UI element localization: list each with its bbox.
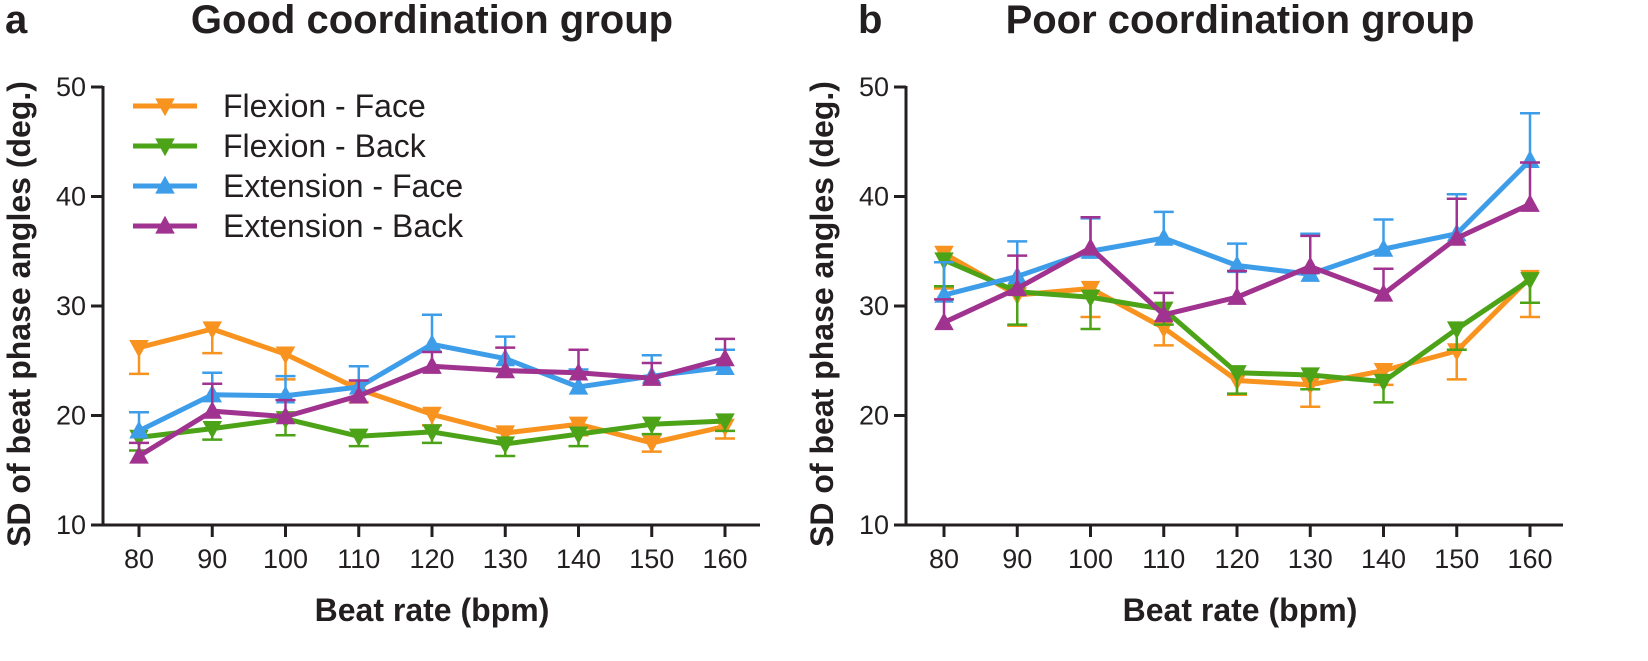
x-tick-label: 150 [1434, 544, 1479, 574]
y-tick-label: 50 [859, 72, 889, 102]
data-point-marker [129, 339, 149, 358]
data-point-marker [1007, 278, 1028, 297]
x-tick-label: 110 [337, 544, 380, 574]
x-tick-label: 80 [929, 544, 959, 574]
data-point-marker [1520, 193, 1540, 212]
legend-label: Extension - Face [223, 168, 463, 204]
legend-label: Flexion - Back [223, 128, 427, 164]
y-tick-label: 20 [56, 401, 86, 431]
data-point-marker [422, 424, 442, 443]
x-axis-label: Beat rate (bpm) [1123, 592, 1358, 628]
data-point-marker [129, 445, 149, 464]
data-point-marker [641, 435, 662, 454]
x-tick-label: 120 [409, 544, 454, 574]
data-point-marker [1520, 272, 1540, 290]
x-tick-label: 130 [1288, 544, 1333, 574]
data-point-marker [202, 400, 223, 419]
data-point-marker [1446, 227, 1467, 246]
series-flexion-back [934, 252, 1540, 404]
panel-title: Good coordination group [191, 0, 673, 42]
legend-label: Flexion - Face [223, 88, 426, 124]
data-point-marker [641, 416, 662, 435]
y-tick-label: 20 [859, 401, 889, 431]
data-point-marker [1300, 367, 1321, 386]
data-point-marker [568, 426, 589, 445]
legend-marker [155, 98, 175, 117]
data-point-marker [422, 356, 442, 374]
data-point-marker [715, 348, 735, 367]
data-point-marker [202, 420, 223, 439]
x-tick-label: 160 [1507, 544, 1552, 574]
data-point-marker [568, 362, 589, 381]
x-tick-label: 130 [483, 544, 528, 574]
data-point-marker [1446, 321, 1467, 340]
data-point-marker [1373, 362, 1394, 381]
data-point-marker [1300, 256, 1321, 275]
y-axis-label: SD of beat phase angles (deg.) [1, 81, 37, 547]
series-flexion-back [129, 411, 735, 458]
data-point-marker [1373, 283, 1394, 302]
data-point-marker [348, 428, 369, 447]
data-point-marker [495, 436, 516, 455]
data-point-marker [348, 385, 369, 404]
x-tick-label: 80 [124, 544, 154, 574]
x-tick-label: 160 [702, 544, 747, 574]
series-extension-back [934, 161, 1540, 331]
chart-panel-b: b Poor coordination group 10 20 30 40 50 80 90 10… [804, 0, 1563, 628]
data-point-marker [1227, 255, 1247, 274]
y-tick-label: 30 [859, 291, 889, 321]
x-tick-label: 110 [1142, 544, 1185, 574]
legend-label: Extension - Back [223, 208, 464, 244]
y-tick-label: 10 [859, 510, 889, 540]
data-point-marker [422, 406, 442, 425]
data-point-marker [275, 346, 296, 365]
data-point-marker [202, 321, 223, 340]
data-point-marker [568, 416, 589, 435]
data-point-marker [934, 312, 954, 331]
x-axis-label: Beat rate (bpm) [315, 592, 550, 628]
data-point-marker [568, 376, 589, 395]
data-point-marker [1373, 238, 1394, 257]
data-point-marker [715, 413, 735, 432]
x-tick-label: 100 [1068, 544, 1113, 574]
chart-panel-a: a Good coordination group 10 20 30 40 50 80 90 10… [1, 0, 760, 628]
data-point-marker [1446, 343, 1467, 362]
panel-letter: a [5, 0, 28, 42]
data-point-marker [1373, 373, 1394, 392]
y-tick-label: 40 [56, 182, 86, 212]
y-tick-label: 40 [859, 182, 889, 212]
x-tick-label: 140 [556, 544, 601, 574]
legend-marker [155, 215, 175, 234]
data-point-marker [1227, 365, 1247, 383]
y-tick-label: 10 [56, 510, 86, 540]
legend: Flexion - Face Flexion - Back Extension - … [133, 88, 464, 244]
x-tick-label: 90 [197, 544, 227, 574]
y-axis-label: SD of beat phase angles (deg.) [804, 81, 840, 547]
x-tick-label: 140 [1361, 544, 1406, 574]
data-point-marker [1227, 287, 1247, 305]
data-point-marker [129, 420, 149, 439]
y-tick-label: 50 [56, 72, 86, 102]
data-point-marker [641, 368, 662, 386]
legend-marker [155, 138, 175, 157]
x-tick-label: 100 [263, 544, 308, 574]
y-tick-label: 30 [56, 291, 86, 321]
x-tick-label: 90 [1002, 544, 1032, 574]
series-extension-back [129, 337, 735, 464]
data-point-marker [1080, 289, 1101, 308]
legend-marker [155, 175, 175, 194]
data-point-marker [275, 406, 296, 425]
x-tick-label: 150 [629, 544, 674, 574]
panel-title: Poor coordination group [1006, 0, 1475, 42]
data-point-marker [495, 360, 516, 379]
data-point-marker [1080, 237, 1101, 256]
data-point-marker [495, 425, 516, 444]
data-point-marker [422, 334, 442, 352]
panel-letter: b [858, 0, 882, 42]
data-point-marker [1153, 227, 1174, 246]
x-tick-label: 120 [1214, 544, 1259, 574]
data-point-marker [1153, 304, 1174, 323]
